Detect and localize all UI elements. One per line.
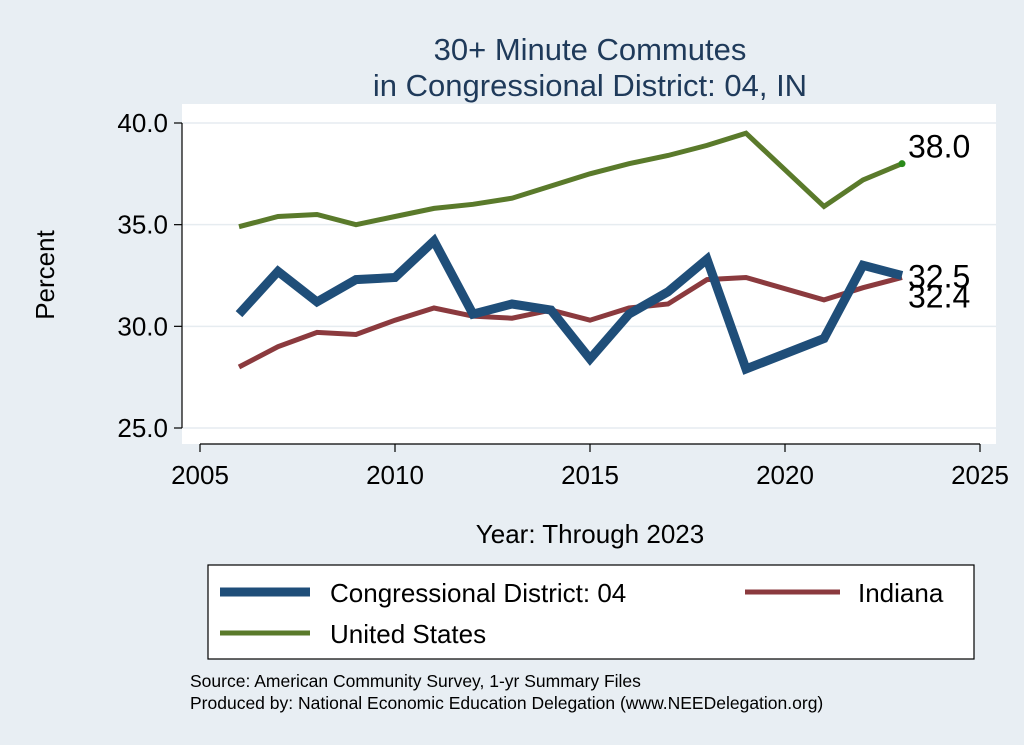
- legend: Congressional District: 04 Indiana Unite…: [207, 564, 975, 660]
- grid-lines: [182, 122, 996, 429]
- series-lines: [235, 130, 904, 375]
- y-tick-label: 40.0: [117, 108, 168, 138]
- end-label-indiana: 32.4: [908, 279, 970, 315]
- series-line-united-states: [238, 130, 903, 230]
- x-axis-title: Year: Through 2023: [476, 519, 704, 549]
- chart-title-line-1: 30+ Minute Commutes: [434, 32, 747, 67]
- plot-area: [182, 104, 996, 444]
- x-tick-label: 2020: [756, 460, 814, 490]
- legend-label-indiana: Indiana: [858, 578, 944, 608]
- y-tick-label: 30.0: [117, 311, 168, 341]
- x-tick-label: 2005: [171, 460, 229, 490]
- legend-label-congressional-district: Congressional District: 04: [330, 578, 626, 608]
- series-line-congressional-district: [235, 233, 904, 375]
- legend-label-united-states: United States: [330, 619, 486, 649]
- end-marker-united-states: [898, 160, 906, 168]
- source-line-2: Produced by: National Economic Education…: [190, 693, 823, 713]
- y-tick-label: 25.0: [117, 413, 168, 443]
- y-tick-label: 35.0: [117, 210, 168, 240]
- end-label-congressional-district: 32.5: [908, 259, 970, 295]
- end-labels: 32.532.4 38.0: [898, 129, 970, 315]
- y-axis-title: Percent: [30, 229, 60, 319]
- axes: 25.0 30.0 35.0 40.0 2005 2010 2015 2020 2025: [117, 108, 1009, 490]
- x-tick-label: 2025: [951, 460, 1009, 490]
- legend-box: [207, 564, 975, 660]
- chart-title-line-2: in Congressional District: 04, IN: [373, 68, 807, 103]
- end-label-united-states: 38.0: [908, 129, 970, 165]
- x-tick-label: 2015: [561, 460, 619, 490]
- source-line-1: Source: American Community Survey, 1-yr …: [190, 671, 641, 691]
- x-tick-label: 2010: [366, 460, 424, 490]
